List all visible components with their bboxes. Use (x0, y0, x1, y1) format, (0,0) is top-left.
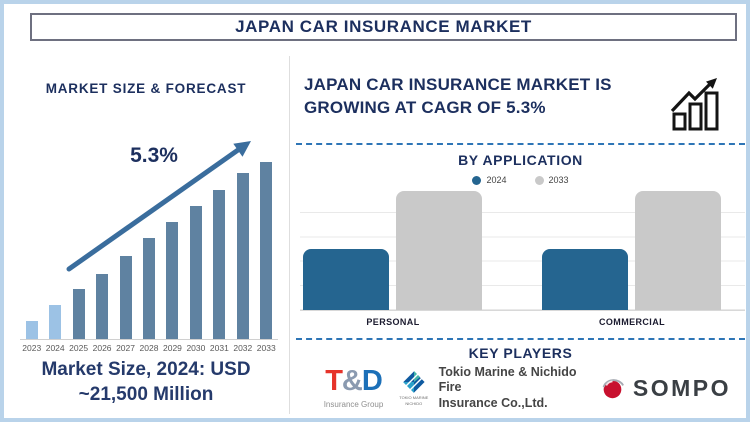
logo-td-insurance-group: T&D Insurance Group (306, 360, 401, 416)
legend-item-2024: 2024 (472, 175, 507, 185)
market-size-callout: Market Size, 2024: USD ~21,500 Million (10, 358, 282, 407)
tokio-marine-icon-caption: TOKIO MARINE NICHIDO (399, 395, 429, 406)
forecast-bar-2027 (119, 256, 132, 339)
dashed-separator-bottom (296, 338, 745, 340)
app-category-label-commercial: COMMERCIAL (599, 317, 665, 327)
forecast-year-label-2033: 2033 (256, 343, 276, 353)
forecast-bar-column-2026 (90, 161, 113, 339)
forecast-bar-column-2033 (255, 161, 278, 339)
td-logo-letter: D (361, 365, 383, 397)
forecast-bar-2032 (236, 173, 249, 339)
app-category-labels: PERSONAL COMMERCIAL (300, 317, 745, 331)
td-logo-letter: & (341, 365, 363, 397)
app-bar-commercial-2033 (635, 191, 721, 310)
forecast-chart: 2023 2024 2025 2026 2027 2028 2029 2030 2031 2032… (20, 161, 278, 353)
dashed-separator-top (296, 143, 745, 145)
legend-dot-2033 (534, 175, 544, 185)
forecast-year-label-2023: 2023 (22, 343, 42, 353)
growth-banner-line1: JAPAN CAR INSURANCE MARKET IS (304, 75, 612, 94)
market-size-line2: ~21,500 Million (78, 383, 214, 405)
forecast-bar-2025 (72, 289, 85, 339)
forecast-year-label-2029: 2029 (162, 343, 182, 353)
legend-dot-2024 (472, 175, 482, 185)
growth-banner: JAPAN CAR INSURANCE MARKET IS GROWING AT… (304, 74, 745, 132)
td-logo-letters: T&D (325, 365, 383, 397)
app-category-label-personal: PERSONAL (366, 317, 420, 327)
forecast-bar-column-2029 (161, 161, 184, 339)
app-bar-commercial-2024 (542, 249, 628, 310)
forecast-year-label-2027: 2027 (116, 343, 135, 353)
forecast-bar-2024 (49, 305, 62, 339)
page-title: JAPAN CAR INSURANCE MARKET (235, 17, 532, 36)
app-bar-group-personal (303, 191, 482, 310)
tokio-marine-wordmark: Tokio Marine & Nichido Fire Insurance Co… (439, 365, 601, 412)
forecast-bar-2033 (260, 162, 273, 339)
app-legend: 2024 2033 (296, 175, 745, 185)
sompo-red-sphere-icon (602, 378, 624, 398)
app-bar-personal-2024 (303, 249, 389, 310)
forecast-bar-2026 (96, 274, 109, 339)
title-box: JAPAN CAR INSURANCE MARKET (30, 13, 737, 41)
forecast-year-label-2030: 2030 (186, 343, 206, 353)
td-logo-subtitle: Insurance Group (323, 400, 384, 409)
logo-sompo: SOMPO (601, 360, 731, 416)
bar-chart-rising-arrow-icon (670, 78, 719, 131)
growth-banner-text: JAPAN CAR INSURANCE MARKET IS GROWING AT… (304, 74, 612, 119)
tokio-marine-line1: Tokio Marine & Nichido Fire (438, 364, 577, 395)
forecast-bar-column-2032 (231, 161, 254, 339)
forecast-bar-column-2023 (20, 161, 43, 339)
key-players-row: T&D Insurance Group TOKIO MARINE NICHIDO… (296, 360, 745, 416)
app-bar-group-commercial (542, 191, 721, 310)
market-size-line1: Market Size, 2024: USD (41, 359, 251, 380)
forecast-bar-2031 (213, 190, 226, 339)
forecast-year-label-2026: 2026 (92, 343, 112, 353)
app-chart (300, 190, 745, 311)
forecast-bar-column-2027 (114, 161, 137, 339)
sompo-wordmark: SOMPO (632, 374, 731, 401)
forecast-year-axis: 2023 2024 2025 2026 2027 2028 2029 2030 2031 2032… (20, 343, 278, 353)
forecast-year-label-2025: 2025 (69, 343, 89, 353)
td-logo-letter: T (325, 365, 343, 397)
forecast-year-label-2024: 2024 (45, 343, 65, 353)
legend-label-2024: 2024 (486, 175, 507, 185)
tokio-marine-diamond-icon (402, 371, 425, 394)
legend-item-2033: 2033 (534, 175, 569, 185)
forecast-bar-column-2030 (184, 161, 207, 339)
legend-label-2033: 2033 (548, 175, 569, 185)
forecast-year-label-2031: 2031 (209, 343, 229, 353)
cagr-value-label: 5.3% (130, 144, 178, 167)
forecast-year-label-2028: 2028 (139, 343, 159, 353)
logo-tokio-marine: TOKIO MARINE NICHIDO Tokio Marine & Nich… (396, 360, 601, 416)
tokio-marine-icon-block: TOKIO MARINE NICHIDO (396, 370, 432, 406)
growth-banner-line2: GROWING AT CAGR OF 5.3% (304, 97, 546, 117)
forecast-bar-column-2028 (137, 161, 160, 339)
forecast-bar-2029 (166, 222, 179, 339)
panel-divider (289, 56, 290, 414)
forecast-bar-2023 (25, 321, 38, 339)
forecast-year-label-2032: 2032 (233, 343, 253, 353)
forecast-bar-2030 (189, 206, 202, 339)
forecast-heading: MARKET SIZE & FORECAST (45, 81, 247, 96)
tokio-marine-line2: Insurance Co.,Ltd. (438, 395, 548, 410)
forecast-chart-columns (20, 161, 278, 340)
forecast-bar-column-2025 (67, 161, 90, 339)
key-players-heading: KEY PLAYERS (468, 345, 573, 361)
forecast-bar-column-2024 (43, 161, 66, 339)
forecast-bar-2028 (142, 238, 155, 339)
app-bar-personal-2033 (396, 191, 482, 310)
by-application-heading: BY APPLICATION (458, 152, 583, 168)
forecast-bar-column-2031 (208, 161, 231, 339)
